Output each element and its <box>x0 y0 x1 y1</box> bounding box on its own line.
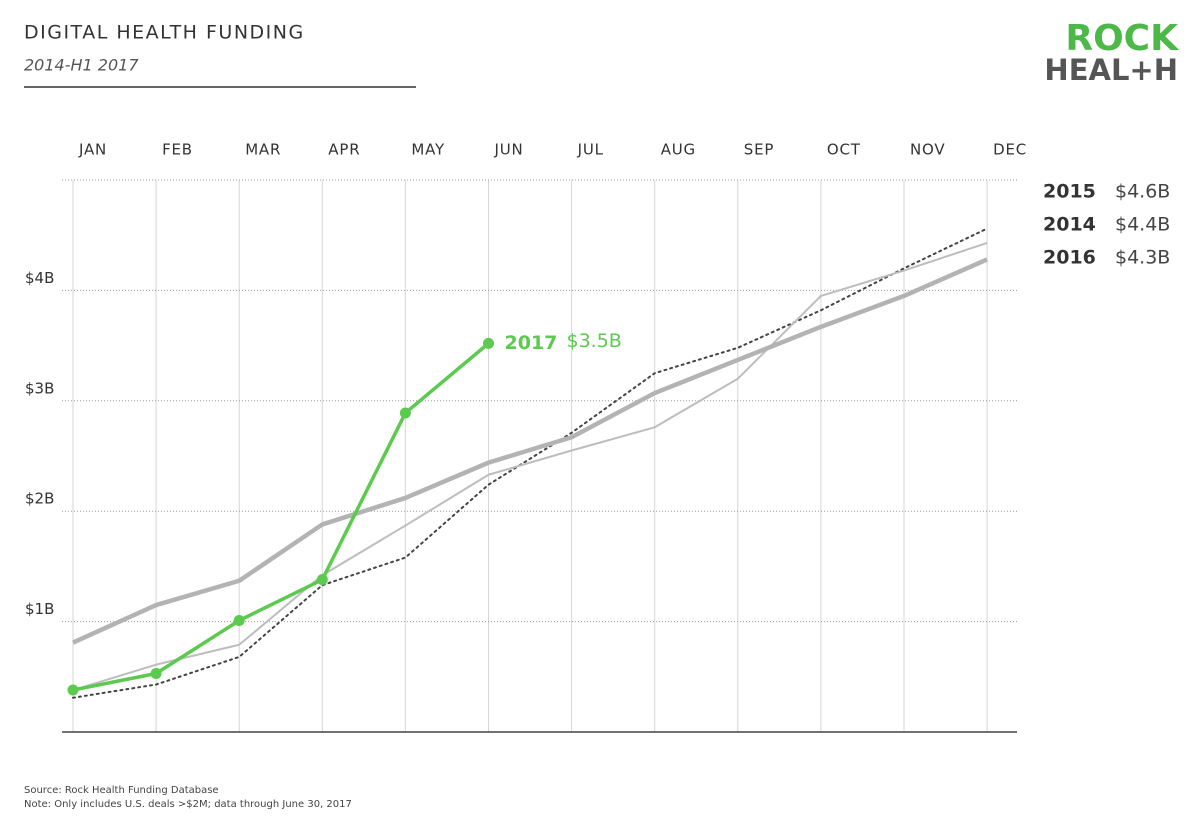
y-tick-label: $1B <box>25 600 54 618</box>
legend-label: 2016 <box>1043 247 1096 269</box>
chart-subtitle: 2014-H1 2017 <box>24 56 139 75</box>
y-tick-label: $3B <box>25 379 54 397</box>
x-tick-label: AUG <box>661 141 696 159</box>
data-point <box>483 337 494 349</box>
legend-label: 2014 <box>1043 214 1096 236</box>
legend-value: $4.6B <box>1115 181 1170 203</box>
data-point <box>316 574 328 586</box>
x-tick-label: APR <box>328 141 360 159</box>
legend-label: 2015 <box>1043 181 1096 203</box>
y-tick-label: $2B <box>25 490 54 508</box>
x-tick-label: JUL <box>577 141 604 159</box>
x-tick-label: JAN <box>78 141 107 159</box>
x-tick-label: JUN <box>494 141 524 159</box>
series-label: 2017 <box>505 332 558 354</box>
legend-value: $4.4B <box>1115 214 1170 236</box>
data-point <box>399 407 411 419</box>
chart-title: DIGITAL HEALTH FUNDING <box>24 22 305 44</box>
series-line <box>72 227 989 699</box>
value-label: $3.5B <box>567 330 622 352</box>
data-point <box>150 667 162 679</box>
source-note: Source: Rock Health Funding Database <box>24 785 219 796</box>
x-tick-label: NOV <box>910 141 945 159</box>
x-tick-label: OCT <box>827 141 861 159</box>
logo-bottom: HEAL+H <box>1044 53 1178 87</box>
legend-value: $4.3B <box>1115 247 1170 269</box>
data-point <box>233 614 245 626</box>
logo-top: ROCK <box>1065 18 1179 59</box>
x-tick-label: SEP <box>744 141 774 159</box>
data-point <box>67 684 79 696</box>
x-tick-label: FEB <box>162 141 193 159</box>
series-line <box>72 342 490 692</box>
y-tick-label: $4B <box>25 269 54 287</box>
series-line <box>72 257 989 645</box>
x-tick-label: MAY <box>411 141 445 159</box>
x-tick-label: DEC <box>993 141 1027 159</box>
footnote: Note: Only includes U.S. deals >$2M; dat… <box>24 799 352 810</box>
x-tick-label: MAR <box>245 141 281 159</box>
series-line <box>72 241 988 692</box>
